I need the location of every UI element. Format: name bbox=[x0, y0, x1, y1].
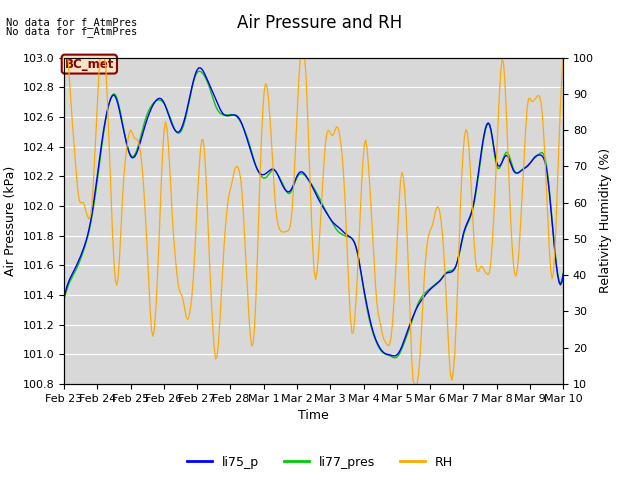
X-axis label: Time: Time bbox=[298, 409, 329, 422]
Text: No data for f_AtmPres: No data for f_AtmPres bbox=[6, 26, 138, 37]
Legend: li75_p, li77_pres, RH: li75_p, li77_pres, RH bbox=[182, 451, 458, 474]
Y-axis label: Relativity Humidity (%): Relativity Humidity (%) bbox=[600, 148, 612, 293]
Text: No data for f_AtmPres: No data for f_AtmPres bbox=[6, 17, 138, 28]
Y-axis label: Air Pressure (kPa): Air Pressure (kPa) bbox=[4, 166, 17, 276]
Text: Air Pressure and RH: Air Pressure and RH bbox=[237, 14, 403, 33]
Text: BC_met: BC_met bbox=[65, 58, 114, 71]
